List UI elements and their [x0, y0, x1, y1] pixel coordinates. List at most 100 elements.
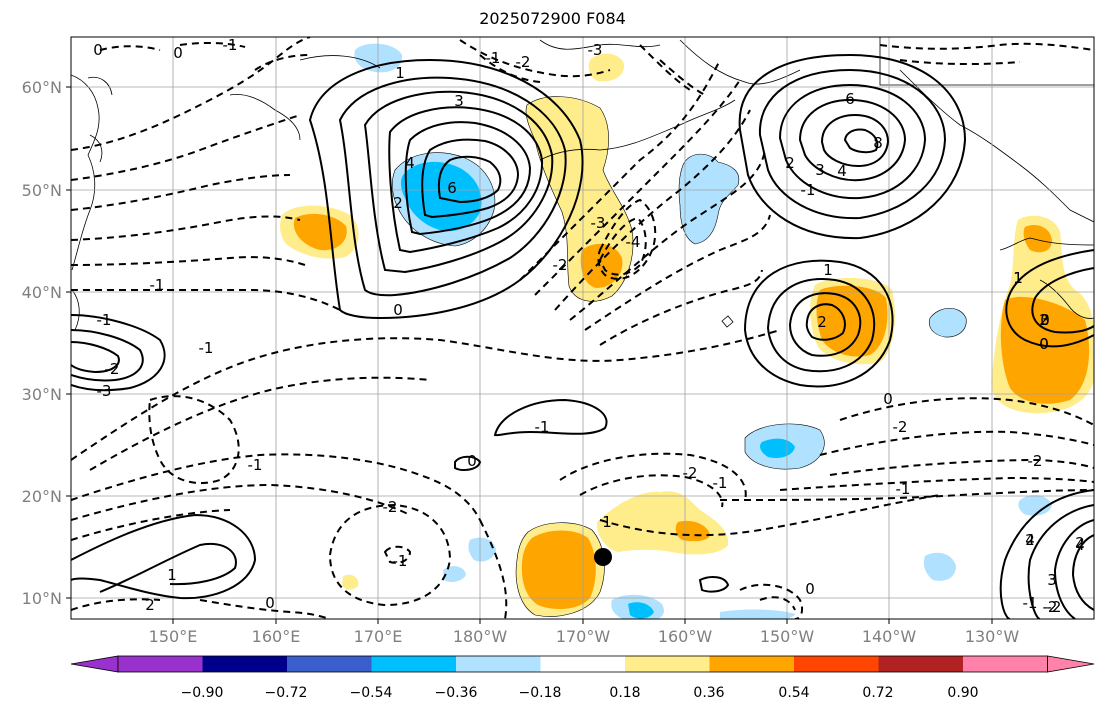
colorbar-segment [963, 656, 1048, 672]
contour-label: 1 [167, 566, 177, 584]
colorbar-segment [202, 656, 288, 672]
contour-label: -2 [683, 464, 698, 482]
contour-label: -1 [223, 36, 238, 54]
contour-label: 4 [1075, 536, 1085, 554]
contour-label: -1 [486, 49, 501, 67]
colorbar-segment [118, 656, 203, 672]
lat-label: 40°N [22, 283, 62, 302]
colorbar-segment [456, 656, 541, 672]
contour-label: 3 [454, 92, 464, 110]
contour-label: 4 [837, 162, 847, 180]
shade-yellow [596, 491, 729, 555]
shade-lightblue [929, 308, 967, 338]
contour-label: 0 [805, 580, 815, 598]
contour-label: -1 [1023, 594, 1038, 612]
shade-orange [521, 530, 596, 610]
contour-label: -2 [1047, 598, 1062, 616]
shade-lightblue [923, 552, 956, 581]
lon-label: 180°W [453, 627, 508, 646]
colorbar-tick-label: 0.18 [609, 685, 640, 701]
contour-label: -2 [893, 418, 908, 436]
shade-lightblue [443, 566, 466, 583]
contour-label: 3 [1040, 311, 1050, 329]
colorbar-frame [117, 655, 1048, 673]
contour-label: -2 [553, 256, 568, 274]
contour-label: 2 [1025, 531, 1035, 549]
colorbar-extend-low [70, 655, 119, 673]
contour-label: 3 [815, 161, 825, 179]
lon-label: 160°W [658, 627, 713, 646]
contour-label: -4 [626, 233, 641, 251]
contour-label: -2 [383, 498, 398, 516]
map-title: 2025072900 F084 [479, 9, 626, 28]
lon-label: 170°E [354, 627, 403, 646]
colorbar-tick-label: −0.18 [519, 685, 562, 701]
shade-lightblue [720, 609, 795, 619]
contour-label: -3 [97, 382, 112, 400]
contour-label: 2 [145, 596, 155, 614]
station-marker-dot [594, 548, 612, 566]
contour-label: 0 [1039, 335, 1049, 353]
lat-label: 20°N [22, 487, 62, 506]
contour-label: -1 [97, 311, 112, 329]
colorbar-segment [625, 656, 710, 672]
contour-label: -2 [516, 53, 531, 71]
shade-orange [580, 243, 623, 288]
shade-lightblue [679, 154, 739, 244]
contour-label: 0 [265, 594, 275, 612]
contour-label: -3 [588, 41, 603, 59]
coastlines [71, 37, 1094, 331]
colorbar-extend-high [1047, 655, 1095, 673]
contour-label: -3 [591, 214, 606, 232]
contour-label: -2 [1043, 598, 1058, 616]
shade-blue [628, 602, 654, 619]
contour-label: 2 [1075, 534, 1085, 552]
contour-label: 2 [393, 194, 403, 212]
contour-label: 2 [1039, 311, 1049, 329]
shading-positive [280, 53, 1094, 617]
contour-label: 0 [173, 44, 183, 62]
contour-label: -2 [1028, 452, 1043, 470]
contour-label: 0 [1039, 335, 1049, 353]
contour-label: 0 [467, 452, 477, 470]
lon-label: 140°W [862, 627, 917, 646]
contour-label: 6 [845, 90, 855, 108]
contour-label: -1 [248, 456, 263, 474]
contour-label: 0 [883, 390, 893, 408]
colorbar-tick-label: 0.36 [693, 685, 724, 701]
contour-label: -1 [393, 552, 408, 570]
shade-yellow [342, 574, 359, 590]
axis-tick-marks [66, 86, 993, 624]
contour-label: 8 [873, 134, 883, 152]
contour-label: 2 [817, 313, 827, 331]
lat-label: 50°N [22, 181, 62, 200]
contour-label: 4 [405, 154, 415, 172]
contour-label: 4 [1025, 531, 1035, 549]
colorbar-tick-label: −0.36 [435, 685, 478, 701]
colorbar-segment [371, 656, 457, 672]
longitude-labels: 150°E 160°E 170°E 180°W 170°W 160°W 150°… [149, 627, 1020, 646]
contour-label: -2 [105, 360, 120, 378]
colorbar-tick-label: 0.72 [862, 685, 893, 701]
colorbar-tick-label: 0.90 [947, 685, 978, 701]
contour-labels: 00-1-1-2-31346201234-1-2-3-46834210-1-2-… [93, 36, 1085, 616]
colorbar-segment [540, 656, 626, 672]
lat-label: 10°N [22, 589, 62, 608]
contour-label: -1 [801, 181, 816, 199]
lon-label: 170°W [556, 627, 611, 646]
colorbar-segment [878, 656, 964, 672]
lat-label: 60°N [22, 78, 62, 97]
colorbar-segment [709, 656, 795, 672]
colorbar-tick-label: 0.54 [778, 685, 809, 701]
contour-label: 1 [1013, 269, 1023, 287]
lon-label: 130°W [965, 627, 1020, 646]
lon-label: 150°W [760, 627, 815, 646]
contour-label: 1 [823, 261, 833, 279]
contour-label: 0 [393, 301, 403, 319]
shade-orange [293, 213, 347, 251]
contour-label: -1 [150, 276, 165, 294]
shade-lightblue [1018, 495, 1052, 516]
colorbar-tick-labels: −0.90 −0.72 −0.54 −0.36 −0.18 0.18 0.36 … [181, 685, 979, 701]
colorbar-tick-label: −0.90 [181, 685, 224, 701]
colorbar [70, 655, 1095, 673]
